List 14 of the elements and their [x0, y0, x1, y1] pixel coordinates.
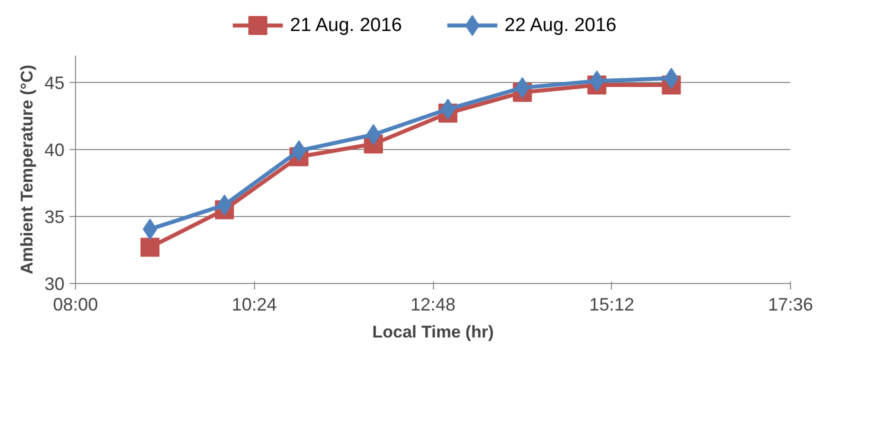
legend-label: 21 Aug. 2016: [290, 15, 402, 36]
x-tick-label: 17:36: [768, 294, 814, 314]
y-tick-label: 35: [44, 206, 65, 227]
y-tick-label: 45: [44, 72, 65, 93]
x-tick-label: 15:12: [589, 294, 634, 314]
x-tick-label: 12:48: [410, 294, 456, 314]
point: [140, 238, 160, 257]
x-tick-label: 10:24: [232, 294, 277, 314]
x-axis-title: Local Time (hr): [372, 322, 494, 342]
legend-label: 22 Aug. 2016: [504, 15, 616, 36]
y-tick-label: 30: [44, 274, 65, 294]
x-tick-label: 08:00: [52, 294, 98, 314]
y-axis-title: Ambient Temperature (°C): [17, 64, 36, 274]
y-tick-label: 40: [44, 140, 65, 160]
